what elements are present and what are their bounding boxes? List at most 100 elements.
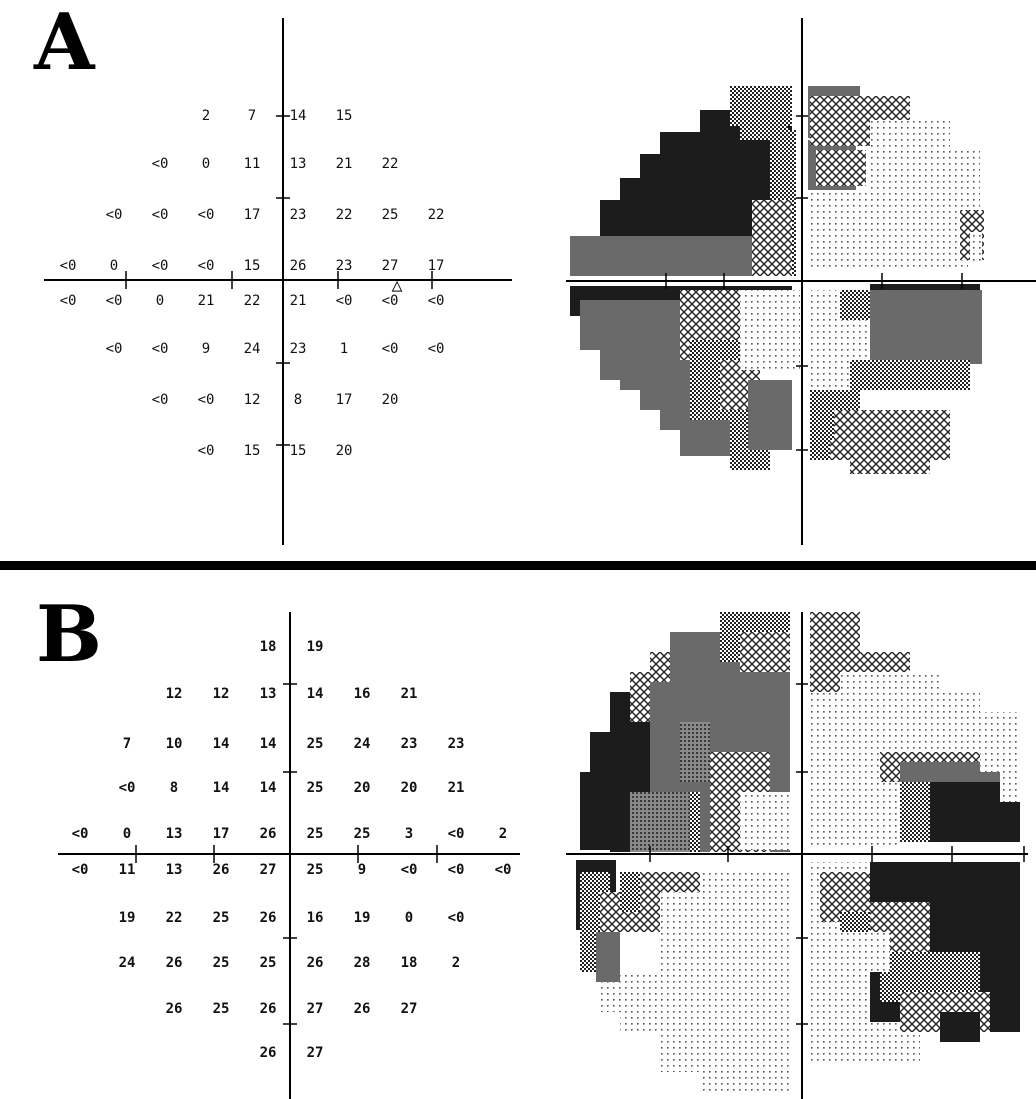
threshold-value: 17 xyxy=(244,207,261,223)
threshold-value: 28 xyxy=(354,955,371,971)
threshold-value: 26 xyxy=(260,1045,277,1061)
threshold-value: 26 xyxy=(166,1001,183,1017)
threshold-value: 2 xyxy=(202,108,210,124)
threshold-value: 26 xyxy=(166,955,183,971)
threshold-value: 0 xyxy=(123,826,131,842)
threshold-value: <0 xyxy=(428,341,445,357)
threshold-value: 22 xyxy=(428,207,445,223)
threshold-value: 26 xyxy=(260,910,277,926)
panel-a: A 2 7 14 15 <0 0 11 13 21 22 <0 <0 <0 17 23 22 25 22 <0 0 <0… xyxy=(34,0,1036,545)
threshold-value: 23 xyxy=(448,736,465,752)
threshold-value: 9 xyxy=(202,341,210,357)
threshold-value: 21 xyxy=(448,780,465,796)
threshold-value: <0 xyxy=(198,443,215,459)
threshold-value: 21 xyxy=(290,293,307,309)
threshold-value: 8 xyxy=(170,780,178,796)
field-region xyxy=(850,360,970,390)
threshold-value: <0 xyxy=(152,258,169,274)
threshold-value: <0 xyxy=(336,293,353,309)
threshold-value: 19 xyxy=(307,639,324,655)
threshold-value: 19 xyxy=(354,910,371,926)
threshold-value: 15 xyxy=(336,108,353,124)
threshold-value: 2 xyxy=(499,826,507,842)
threshold-value: 17 xyxy=(336,392,353,408)
threshold-value: <0 xyxy=(448,826,465,842)
threshold-value: 23 xyxy=(336,258,353,274)
threshold-value: 27 xyxy=(382,258,399,274)
threshold-value: <0 xyxy=(152,207,169,223)
threshold-value: <0 xyxy=(152,156,169,172)
threshold-value: 27 xyxy=(260,862,277,878)
field-region xyxy=(940,1012,980,1042)
threshold-value: 14 xyxy=(290,108,307,124)
threshold-value: <0 xyxy=(72,826,89,842)
threshold-value: <0 xyxy=(448,910,465,926)
panel-divider xyxy=(0,561,1036,570)
field-region xyxy=(830,932,890,972)
threshold-value: <0 xyxy=(448,862,465,878)
threshold-value: 27 xyxy=(401,1001,418,1017)
field-region xyxy=(740,792,790,850)
threshold-value: 25 xyxy=(260,955,277,971)
threshold-value: 2 xyxy=(452,955,460,971)
threshold-value: 24 xyxy=(244,341,261,357)
threshold-value: 7 xyxy=(248,108,256,124)
threshold-value: 0 xyxy=(405,910,413,926)
threshold-value: 23 xyxy=(290,341,307,357)
threshold-value: 26 xyxy=(260,1001,277,1017)
threshold-value: 1 xyxy=(340,341,348,357)
field-region xyxy=(740,290,800,370)
panel-b-grayscale-map xyxy=(566,612,1028,1099)
threshold-value: 10 xyxy=(166,736,183,752)
threshold-value: 13 xyxy=(290,156,307,172)
threshold-value: 21 xyxy=(198,293,215,309)
threshold-value: <0 xyxy=(428,293,445,309)
panel-a-label: A xyxy=(34,0,95,88)
field-region xyxy=(596,932,620,982)
field-region xyxy=(680,420,730,456)
panel-b: B 18 19 12 12 13 14 16 21 7 10 14 14 25 24 23 23 <0 8 14 14… xyxy=(0,572,1036,1099)
threshold-value: <0 xyxy=(72,862,89,878)
threshold-value: 25 xyxy=(213,955,230,971)
threshold-value: <0 xyxy=(152,392,169,408)
field-region xyxy=(680,722,710,782)
threshold-value: 25 xyxy=(307,780,324,796)
threshold-value: <0 xyxy=(198,207,215,223)
threshold-value: 13 xyxy=(166,826,183,842)
threshold-value: 18 xyxy=(401,955,418,971)
field-region xyxy=(870,120,950,190)
threshold-value: <0 xyxy=(106,207,123,223)
threshold-value: 25 xyxy=(213,1001,230,1017)
threshold-value: 24 xyxy=(354,736,371,752)
threshold-value: 14 xyxy=(213,736,230,752)
threshold-value: 26 xyxy=(290,258,307,274)
field-region xyxy=(810,792,900,848)
field-region xyxy=(570,238,720,270)
threshold-value: 12 xyxy=(166,686,183,702)
threshold-value: 14 xyxy=(260,736,277,752)
threshold-value: <0 xyxy=(119,780,136,796)
field-region xyxy=(980,712,1020,772)
field-region xyxy=(630,792,690,852)
threshold-value: <0 xyxy=(152,341,169,357)
threshold-value: 14 xyxy=(213,780,230,796)
panel-b-label: B xyxy=(36,589,102,680)
threshold-value: 16 xyxy=(354,686,371,702)
field-region xyxy=(970,232,982,262)
threshold-value: <0 xyxy=(106,293,123,309)
field-region xyxy=(748,380,792,450)
field-region xyxy=(752,200,792,276)
threshold-value: 25 xyxy=(307,862,324,878)
threshold-value: 0 xyxy=(202,156,210,172)
threshold-value: 0 xyxy=(156,293,164,309)
threshold-value: 9 xyxy=(358,862,366,878)
threshold-value: 11 xyxy=(244,156,261,172)
threshold-value: 25 xyxy=(213,910,230,926)
threshold-value: 12 xyxy=(244,392,261,408)
threshold-value: <0 xyxy=(198,392,215,408)
threshold-value: 19 xyxy=(119,910,136,926)
threshold-value: <0 xyxy=(382,293,399,309)
threshold-value: 14 xyxy=(307,686,324,702)
blind-spot-marker: △ xyxy=(392,275,403,296)
threshold-value: 18 xyxy=(260,639,277,655)
